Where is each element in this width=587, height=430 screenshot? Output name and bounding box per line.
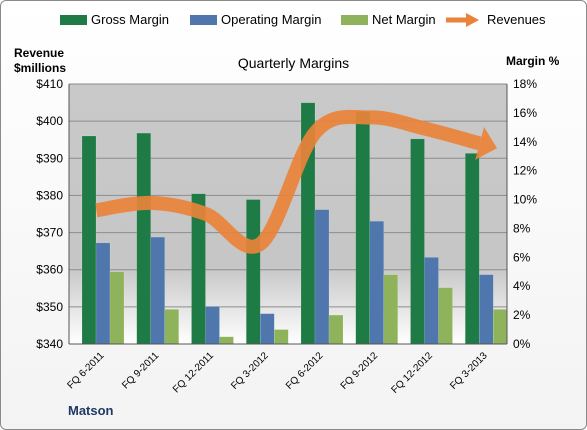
right-axis-tick-label: 2% [513, 308, 531, 322]
right-axis-tick-label: 8% [513, 221, 531, 235]
left-axis-tick-label: $400 [36, 114, 63, 128]
right-axis-tick-label: 16% [513, 106, 537, 120]
chart-title: Quarterly Margins [237, 55, 350, 71]
x-axis-tick-label: FQ 3-2013 [448, 350, 490, 392]
chart-legend: Gross Margin Operating Margin Net Margin… [0, 12, 587, 32]
legend-label-net-margin: Net Margin [372, 12, 436, 27]
bar-gross-margin [465, 153, 480, 345]
bar-net-margin [274, 329, 289, 345]
left-axis-title-line2: $millions [14, 61, 67, 75]
right-axis-tick-label: 10% [513, 193, 537, 207]
left-axis-tick-label: $410 [36, 77, 63, 91]
left-axis-tick-label: $360 [36, 263, 63, 277]
right-axis-tick-label: 6% [513, 250, 531, 264]
bar-net-margin [493, 309, 508, 345]
x-axis-tick-label: FQ 3-2012 [229, 350, 271, 392]
right-axis-tick-label: 18% [513, 77, 537, 91]
left-axis-tick-label: $350 [36, 300, 63, 314]
bar-net-margin [438, 287, 453, 345]
x-axis-tick-label: FQ 6-2012 [284, 350, 326, 392]
left-axis-title-line1: Revenue [14, 46, 65, 60]
left-axis-title: Revenue $millions [14, 46, 66, 76]
bar-operating-margin [314, 209, 330, 345]
x-axis-tick-label: FQ 9-2012 [339, 350, 381, 392]
bar-operating-margin [95, 242, 111, 345]
x-axis-tick-label: FQ 6-2011 [65, 350, 106, 391]
left-axis-tick-label: $390 [36, 151, 63, 165]
bar-operating-margin [260, 313, 275, 345]
right-axis-tick-label: 4% [513, 279, 531, 293]
revenues-line [95, 109, 482, 254]
bar-operating-margin [424, 257, 439, 345]
bar-gross-margin [410, 138, 425, 345]
bar-operating-margin [150, 236, 165, 345]
right-axis-tick-label: 12% [513, 164, 537, 178]
legend-arrow-revenues-icon [444, 12, 480, 28]
right-axis-tick-label: 0% [513, 337, 531, 351]
bar-net-margin [219, 336, 234, 345]
revenues-arrowhead [475, 127, 497, 160]
right-axis-title: Margin % [506, 54, 560, 68]
x-axis-tick-label: FQ 12-2011 [171, 350, 216, 395]
x-axis-tick-label: FQ 9-2011 [120, 350, 161, 391]
legend-label-revenues: Revenues [487, 12, 546, 27]
left-axis-tick-label: $380 [36, 188, 63, 202]
bar-gross-margin [246, 199, 261, 345]
bar-net-margin [109, 271, 125, 345]
right-axis-tick-label: 14% [513, 135, 537, 149]
bar-operating-margin [369, 220, 384, 345]
left-axis-tick-label: $370 [36, 226, 63, 240]
legend-swatch-operating-margin [190, 15, 217, 25]
legend-swatch-net-margin [341, 15, 368, 25]
bar-net-margin [328, 314, 344, 345]
legend-swatch-gross-margin [60, 15, 87, 25]
bar-gross-margin [136, 132, 151, 345]
bar-net-margin [164, 309, 179, 345]
company-name: Matson [68, 403, 114, 418]
left-axis-tick-label: $340 [36, 337, 63, 351]
bar-net-margin [383, 274, 398, 345]
legend-label-gross-margin: Gross Margin [91, 12, 170, 27]
bar-operating-margin [205, 306, 220, 345]
legend-label-operating-margin: Operating Margin [221, 12, 322, 27]
x-axis-tick-label: FQ 12-2012 [389, 350, 435, 396]
bar-gross-margin [81, 135, 97, 345]
bar-operating-margin [479, 274, 494, 345]
bar-gross-margin [355, 111, 370, 345]
